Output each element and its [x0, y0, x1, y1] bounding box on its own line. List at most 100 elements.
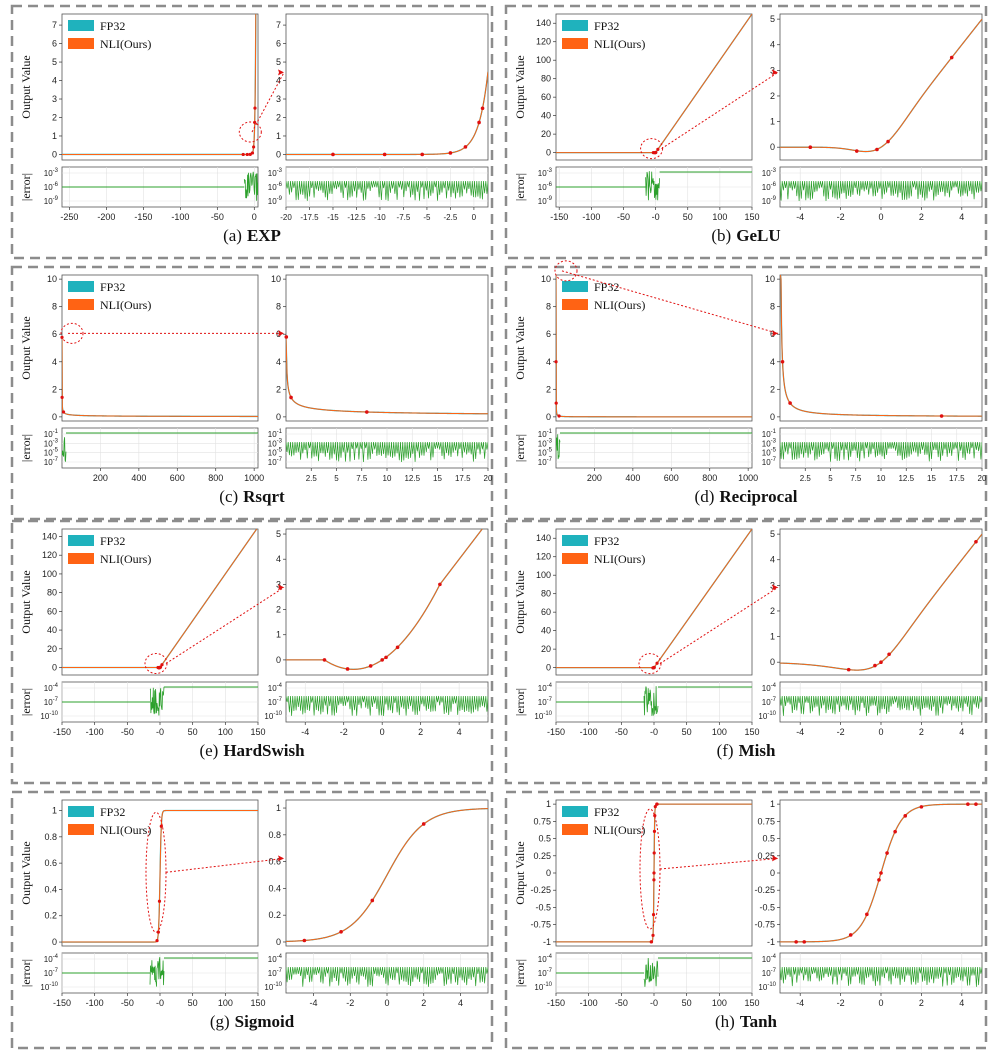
zoom-xtick-label: 0: [384, 998, 389, 1008]
breakpoint-dot: [365, 410, 369, 414]
main-error-ytick-label: 10-6: [44, 182, 59, 192]
breakpoint-dot: [322, 658, 327, 662]
zoom-axes: [285, 799, 489, 947]
main-xtick-label: -0: [650, 998, 658, 1008]
breakpoint-dot: [887, 652, 891, 657]
main-ytick-label: 0: [52, 937, 57, 947]
legend-fp32-swatch: [68, 20, 94, 31]
nli-curve-main: [62, 14, 257, 155]
zoom-ytick-label: 7: [276, 20, 281, 30]
zoom-ytick-label: 5: [770, 529, 775, 539]
legend-nli-label: NLI(Ours): [594, 823, 645, 837]
legend-nli-swatch: [68, 38, 94, 49]
breakpoint-dot: [395, 645, 400, 650]
main-breakpoint-dot: [252, 145, 256, 149]
legend-nli-label: NLI(Ours): [100, 823, 151, 837]
breakpoint-dot: [380, 658, 384, 662]
main-xtick-label: 400: [625, 473, 640, 483]
main-xtick-label: 150: [744, 998, 759, 1008]
zoom-ytick-label: -0.25: [754, 885, 775, 895]
exponent: -10: [49, 711, 58, 717]
error-trace-burst: [643, 686, 659, 716]
main-xtick-label: -250: [60, 212, 78, 222]
panel-border: [504, 790, 988, 1050]
panel-h: -1 -0.75 -0.5 -0.25 0 0.25 0.5 0.75 1 -1 -0.75 -0.5…: [504, 790, 988, 1050]
legend-fp32-label: FP32: [100, 19, 125, 33]
zoom-arrow: [251, 72, 285, 133]
legend-nli-label: NLI(Ours): [100, 298, 151, 312]
main-ytick-label: 60: [541, 607, 551, 617]
y-axis-label: Output Value: [513, 55, 527, 118]
main-ytick-label: 10: [541, 274, 551, 284]
zoom-error-ytick-label: 10-9: [268, 196, 283, 206]
main-ytick-label: 7: [52, 20, 57, 30]
breakpoint-dot: [903, 814, 908, 818]
exponent: -5: [771, 448, 777, 454]
main-breakpoint-dot: [654, 150, 658, 155]
main-xtick-label: 600: [664, 473, 679, 483]
breakpoint-dot: [802, 940, 807, 944]
main-ytick-label: 4: [52, 357, 57, 367]
breakpoint-dot: [949, 55, 954, 60]
zoom-xtick-label: 4: [959, 727, 964, 737]
breakpoint-dot: [382, 152, 387, 157]
exponent: -9: [547, 196, 553, 202]
main-ytick-label: 2: [52, 112, 57, 122]
zoom-xtick-label: 2: [919, 212, 924, 222]
main-xtick-label: -100: [86, 727, 104, 737]
legend-fp32-swatch: [562, 281, 588, 292]
zoom-xtick-label: -7.5: [397, 213, 411, 222]
main-ytick-label: 40: [541, 626, 551, 636]
zoom-ytick-label: 4: [276, 76, 281, 86]
breakpoint-dot: [808, 145, 813, 149]
zoom-error-ytick-label: 10-10: [758, 711, 776, 721]
error-axis-label: |error|: [513, 173, 527, 201]
main-error-ytick-label: 10-4: [44, 954, 59, 964]
legend-nli-label: NLI(Ours): [594, 298, 645, 312]
zoom-ytick-label: 1: [276, 630, 281, 640]
main-breakpoint-dot: [652, 665, 656, 669]
zoom-xtick-label: -2: [346, 998, 354, 1008]
panel-border: [504, 519, 988, 785]
main-breakpoint-dot: [655, 661, 659, 665]
legend-nli-swatch: [562, 38, 588, 49]
main-error-ytick-label: 10-5: [538, 448, 553, 458]
legend-fp32-label: FP32: [100, 280, 125, 294]
main-xtick-label: -100: [580, 727, 598, 737]
zoom-xtick-label: -15: [327, 213, 339, 222]
zoom-xtick-label: 7.5: [850, 474, 862, 483]
exponent: -3: [771, 168, 777, 174]
zoom-error-ytick-label: 10-7: [762, 697, 777, 707]
zoom-ytick-label: 4: [276, 357, 281, 367]
main-ytick-label: 0.4: [44, 884, 57, 894]
error-trace: [780, 695, 982, 716]
legend-nli-swatch: [68, 299, 94, 310]
zoom-xtick-label: 7.5: [356, 474, 368, 483]
main-axes: [61, 528, 259, 676]
main-error-ytick-label: 10-3: [44, 168, 59, 178]
main-xtick-label: 150: [744, 727, 759, 737]
main-xtick-label: -150: [550, 212, 568, 222]
zoom-axes: [285, 274, 489, 422]
exponent: -9: [53, 196, 59, 202]
main-error-ytick-label: 10-7: [538, 968, 553, 978]
main-xtick-label: -50: [121, 998, 134, 1008]
zoom-xtick-label: 17.5: [455, 474, 471, 483]
exponent: -3: [277, 438, 283, 444]
main-breakpoint-dot: [653, 805, 657, 809]
breakpoint-dot: [877, 878, 881, 882]
main-ytick-label: 4: [52, 76, 57, 86]
main-ytick-label: 0.2: [44, 911, 57, 921]
breakpoint-dot: [875, 147, 879, 152]
main-error-ytick-label: 10-7: [44, 697, 59, 707]
caption-label: (b): [711, 226, 731, 245]
main-ytick-label: 0: [546, 868, 551, 878]
main-ytick-label: 20: [541, 644, 551, 654]
panel-border: [504, 265, 988, 521]
breakpoint-dot: [879, 660, 883, 664]
zoom-ytick-label: -0.75: [754, 920, 775, 930]
main-error-ytick-label: 10-9: [538, 196, 553, 206]
zoom-ytick-label: 3: [276, 579, 281, 589]
breakpoint-dot: [438, 582, 442, 587]
